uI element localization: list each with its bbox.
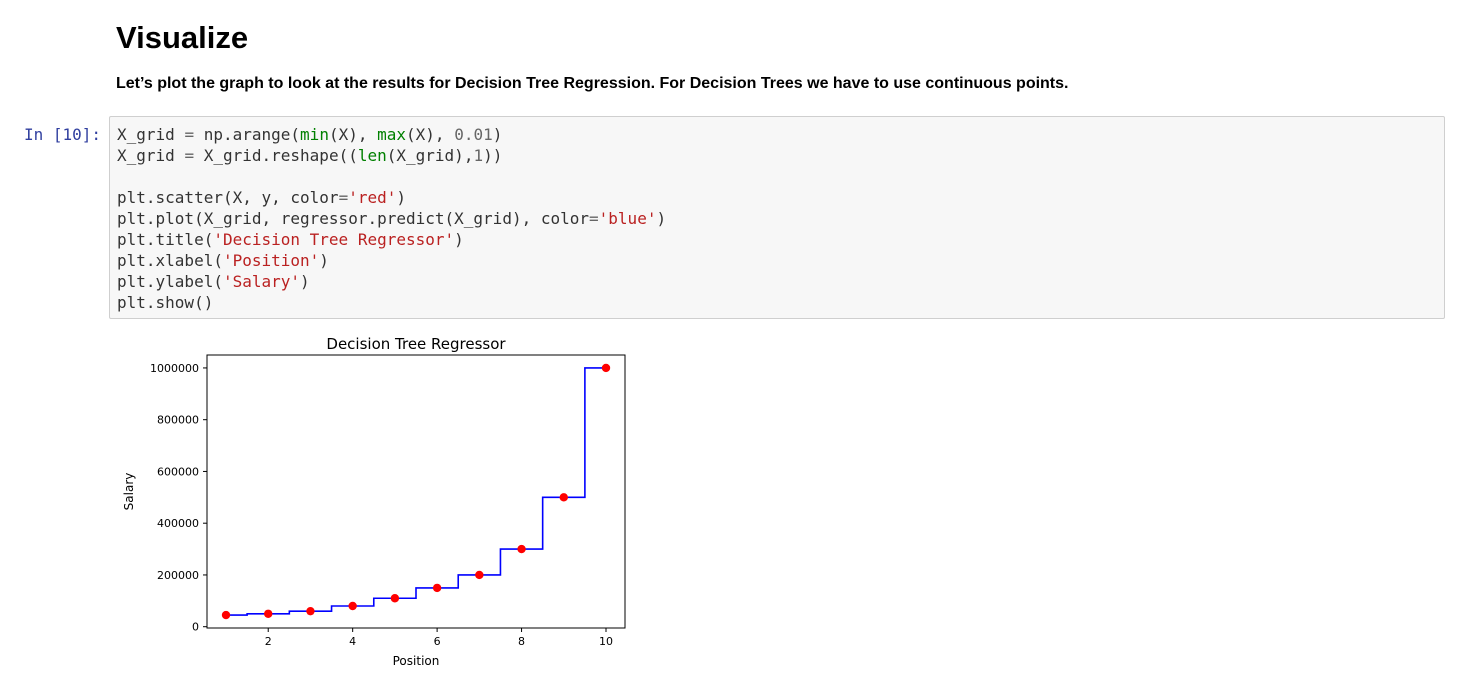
code-editor[interactable]: X_grid = np.arange(min(X), max(X), 0.01)… [117,124,666,313]
code-line: plt.ylabel('Salary') [117,272,310,291]
x-axis-label: Position [393,654,440,668]
code-token: plt.plot(X_grid, regressor.predict(X_gri… [117,209,590,228]
code-token: = [184,146,195,165]
code-token: X_grid [117,125,185,144]
code-token: plt.xlabel( [117,251,223,270]
code-token: = [184,125,195,144]
code-token: )) [483,146,503,165]
y-tick-label: 600000 [157,465,199,478]
regression-step-line [226,367,606,616]
code-token: 'Salary' [222,272,301,291]
code-token: plt.title( [117,230,214,249]
code-token: (X_grid), [386,146,474,165]
code-token: = [589,209,599,228]
plot-frame [206,354,626,629]
x-tick-label: 2 [265,635,272,648]
code-token: 'Decision Tree Regressor' [213,230,455,249]
decision-tree-chart: Decision Tree Regressor Position Salary 2 4 6… [122,335,626,668]
code-token: np.arange( [194,125,301,144]
y-tick-label: 400000 [157,517,199,530]
data-point [475,570,484,580]
code-token: ) [492,125,503,144]
code-token: ) [656,209,667,228]
y-tick-label: 0 [192,621,199,634]
y-tick-label: 800000 [157,414,199,427]
code-token: 1 [473,146,484,165]
code-token: ) [319,251,329,270]
data-point [390,594,400,603]
code-line: plt.xlabel('Position') [117,251,329,270]
input-prompt: In [10]: [24,125,102,144]
code-token: = [338,188,349,207]
code-token: 'blue' [598,209,657,228]
data-point [432,583,442,593]
data-point [517,544,526,554]
y-tick-label: 1000000 [150,362,199,375]
data-point [306,606,315,616]
code-token: ) [300,272,310,291]
data-point [348,601,357,611]
code-token: 0.01 [454,125,493,144]
code-line: X_grid = X_grid.reshape((len(X_grid),1)) [117,146,502,165]
x-tick-label: 6 [434,635,441,648]
data-point [221,610,231,620]
code-token: (X), [328,125,378,144]
code-token: ) [396,188,407,207]
data-point [601,363,611,373]
data-point [559,493,568,502]
x-tick-label: 4 [349,635,356,648]
code-token: X_grid.reshape(( [194,146,358,165]
code-token: plt.scatter(X, y, color [117,188,339,207]
code-token: min [300,125,329,144]
code-token: len [357,146,387,165]
code-token: 'red' [348,188,397,207]
code-line: X_grid = np.arange(min(X), max(X), 0.01) [117,125,502,144]
code-token: plt.show() [117,293,214,312]
code-token: ) [454,230,464,249]
chart-title: Decision Tree Regressor [326,335,506,353]
code-token: max [377,125,407,144]
x-tick-label: 10 [599,635,613,648]
code-line: plt.plot(X_grid, regressor.predict(X_gri… [117,209,666,228]
code-line: plt.title('Decision Tree Regressor') [117,230,464,249]
code-token: 'Position' [222,251,320,270]
code-line: plt.show() [117,293,213,312]
code-token: X_grid [117,146,185,165]
markdown-heading: Visualize [116,20,249,55]
code-cell[interactable]: X_grid = np.arange(min(X), max(X), 0.01)… [109,116,1445,319]
y-axis-label: Salary [122,473,136,511]
y-tick-label: 200000 [157,569,199,582]
x-tick-label: 8 [518,635,525,648]
code-token: plt.ylabel( [117,272,223,291]
markdown-paragraph: Let’s plot the graph to look at the resu… [116,75,1069,92]
code-token: (X), [406,125,455,144]
cell-output: Decision Tree Regressor Position Salary 2 4 6… [115,330,635,680]
data-point [264,609,273,618]
code-line: plt.scatter(X, y, color='red') [117,188,406,207]
